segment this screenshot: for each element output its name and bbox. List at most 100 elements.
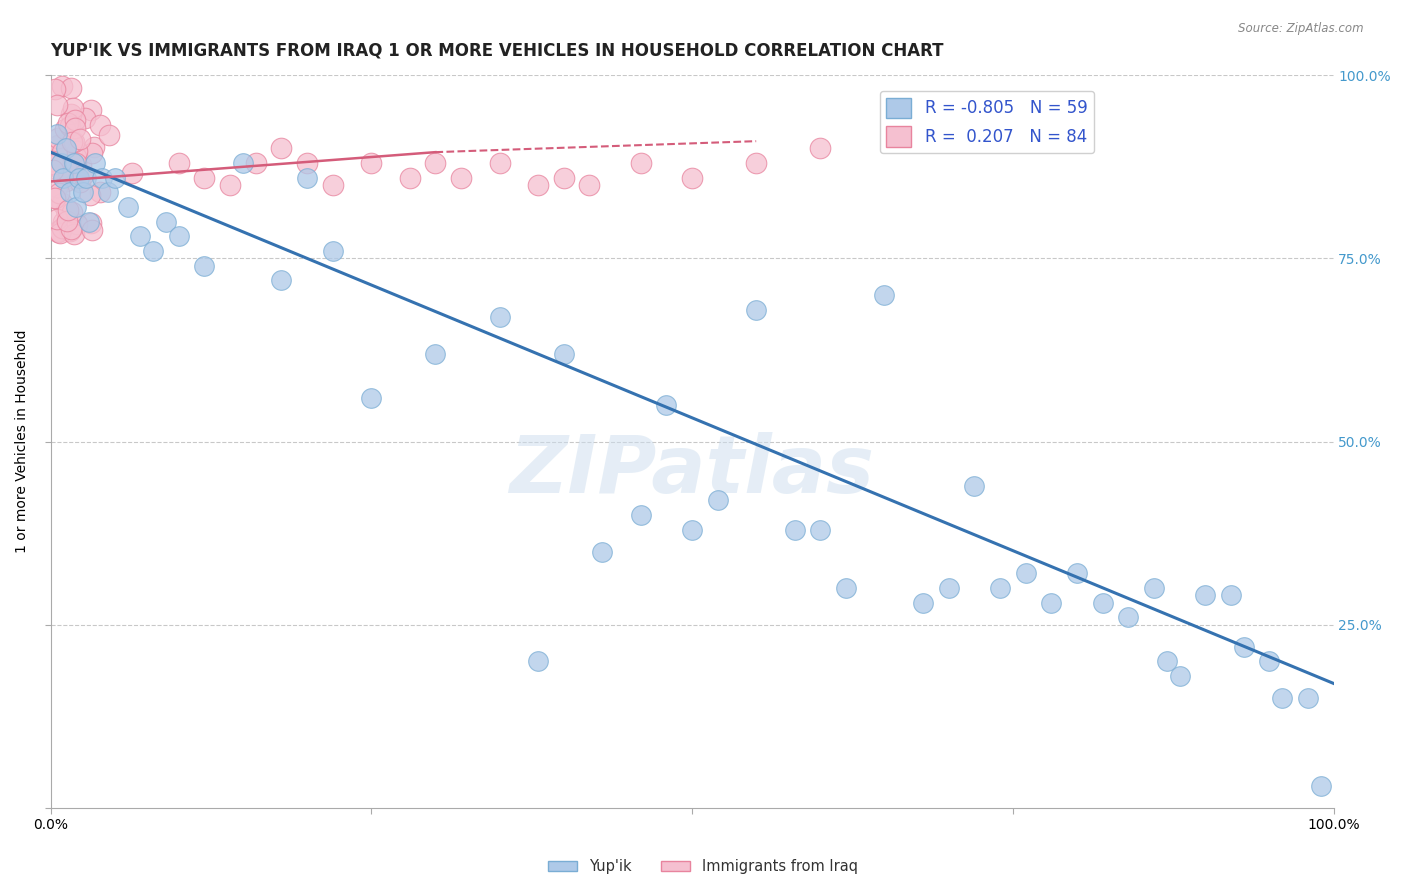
- Point: [84, 156, 107, 170]
- Point: [44, 145, 66, 160]
- Point: [60, 81, 83, 95]
- Point: [835, 581, 858, 595]
- Point: [167, 156, 190, 170]
- Point: [553, 346, 575, 360]
- Point: [69, 131, 91, 145]
- Point: [48, 186, 70, 201]
- Point: [62, 101, 84, 115]
- Point: [270, 273, 292, 287]
- Point: [46, 131, 69, 145]
- Point: [58, 210, 80, 224]
- Point: [1143, 581, 1166, 595]
- Point: [129, 229, 152, 244]
- Point: [65, 200, 87, 214]
- Point: [450, 170, 472, 185]
- Point: [232, 156, 254, 170]
- Point: [911, 596, 934, 610]
- Point: [322, 178, 344, 193]
- Text: ZIPatlas: ZIPatlas: [509, 432, 875, 510]
- Point: [59, 120, 82, 134]
- Point: [681, 170, 703, 185]
- Point: [59, 186, 82, 200]
- Point: [49, 226, 72, 240]
- Point: [117, 200, 139, 214]
- Point: [1271, 691, 1294, 706]
- Point: [60, 135, 83, 149]
- Text: YUP'IK VS IMMIGRANTS FROM IRAQ 1 OR MORE VEHICLES IN HOUSEHOLD CORRELATION CHART: YUP'IK VS IMMIGRANTS FROM IRAQ 1 OR MORE…: [51, 42, 943, 60]
- Point: [360, 156, 382, 170]
- Point: [219, 178, 242, 193]
- Text: Source: ZipAtlas.com: Source: ZipAtlas.com: [1239, 22, 1364, 36]
- Point: [1233, 640, 1256, 654]
- Point: [808, 141, 831, 155]
- Point: [65, 156, 87, 170]
- Legend: R = -0.805   N = 59, R =  0.207   N = 84: R = -0.805 N = 59, R = 0.207 N = 84: [880, 91, 1094, 153]
- Point: [783, 523, 806, 537]
- Point: [938, 581, 960, 595]
- Point: [1194, 589, 1216, 603]
- Point: [630, 156, 652, 170]
- Point: [193, 259, 215, 273]
- Point: [398, 170, 420, 185]
- Point: [745, 302, 768, 317]
- Point: [808, 523, 831, 537]
- Point: [89, 186, 111, 200]
- Point: [322, 244, 344, 258]
- Point: [42, 191, 65, 205]
- Point: [121, 166, 143, 180]
- Point: [681, 523, 703, 537]
- Point: [578, 178, 600, 193]
- Point: [46, 179, 69, 194]
- Point: [295, 156, 318, 170]
- Point: [630, 508, 652, 522]
- Point: [1091, 596, 1114, 610]
- Point: [63, 136, 86, 150]
- Point: [1168, 669, 1191, 683]
- Point: [58, 224, 80, 238]
- Point: [66, 144, 89, 158]
- Point: [63, 112, 86, 127]
- Point: [155, 215, 177, 229]
- Point: [98, 128, 121, 142]
- Point: [41, 153, 63, 168]
- Point: [51, 149, 73, 163]
- Point: [60, 222, 83, 236]
- Point: [73, 111, 96, 125]
- Point: [75, 170, 97, 185]
- Point: [1116, 610, 1139, 624]
- Point: [425, 346, 447, 360]
- Point: [51, 79, 73, 94]
- Point: [706, 493, 728, 508]
- Point: [72, 168, 94, 182]
- Point: [44, 191, 66, 205]
- Point: [553, 170, 575, 185]
- Point: [77, 215, 100, 229]
- Point: [51, 145, 73, 159]
- Point: [488, 310, 510, 324]
- Point: [60, 205, 83, 219]
- Point: [245, 156, 267, 170]
- Point: [295, 170, 318, 185]
- Point: [1066, 566, 1088, 581]
- Point: [655, 398, 678, 412]
- Point: [59, 107, 82, 121]
- Point: [488, 156, 510, 170]
- Point: [1040, 596, 1063, 610]
- Point: [51, 196, 73, 211]
- Point: [142, 244, 165, 258]
- Point: [425, 156, 447, 170]
- Point: [42, 156, 65, 170]
- Point: [63, 227, 86, 242]
- Point: [63, 171, 86, 186]
- Point: [193, 170, 215, 185]
- Point: [48, 225, 70, 239]
- Point: [270, 141, 292, 155]
- Point: [80, 103, 103, 117]
- Point: [90, 170, 112, 185]
- Point: [45, 211, 67, 226]
- Point: [65, 150, 87, 164]
- Point: [51, 221, 73, 235]
- Point: [55, 141, 77, 155]
- Point: [42, 162, 65, 177]
- Point: [1309, 779, 1331, 793]
